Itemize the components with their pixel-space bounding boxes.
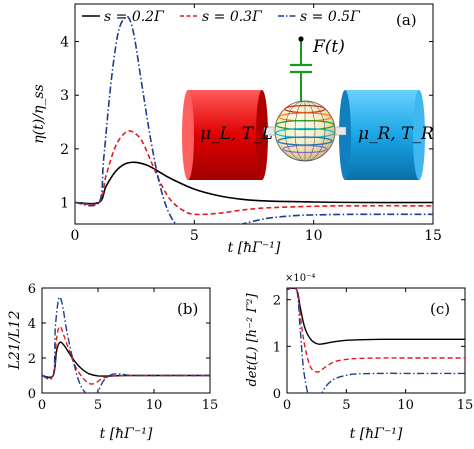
right-contact	[333, 126, 347, 136]
panel-b-label: (b)	[177, 300, 198, 318]
transport-setup-inset: μ_L, T_L μ_R, T_R F(t)	[182, 36, 434, 180]
x-tick-label: 15	[202, 398, 219, 413]
legend-label-s03: s = 0.3Γ	[202, 9, 263, 25]
panel-a-frame	[74, 3, 434, 225]
panel-b-ylabel: L21/L12	[7, 310, 23, 370]
panel-a-label: (a)	[396, 11, 417, 29]
y-tick-label: 1	[273, 340, 281, 355]
panel-c-label: (c)	[430, 300, 450, 318]
x-tick-label: 10	[305, 228, 323, 244]
x-tick-label: 10	[397, 398, 414, 413]
y-tick-label: 2	[60, 142, 69, 158]
drive-label: F(t)	[312, 37, 345, 57]
x-tick-label: 5	[190, 228, 199, 244]
legend: s = 0.2Γ s = 0.3Γ s = 0.5Γ	[82, 9, 361, 25]
legend-label-s05: s = 0.5Γ	[300, 9, 361, 25]
y-tick-label: 2	[273, 294, 281, 309]
panel-a-ylabel: η(t)/η_ss	[31, 84, 47, 143]
panel-c-frame	[286, 287, 466, 394]
legend-label-s02: s = 0.2Γ	[104, 9, 165, 25]
right-reservoir-label: μ_R, T_R	[358, 124, 434, 144]
panel-a: 0 5 10 15 1 2 3 4	[31, 3, 442, 256]
x-tick-label: 0	[71, 228, 80, 244]
y-tick-label: 3	[60, 88, 69, 104]
y-tick-label: 4	[60, 35, 69, 51]
y-tick-label: 0	[273, 387, 281, 402]
y-tick-label: 0	[28, 387, 36, 402]
panel-a-series	[75, 15, 433, 224]
series-line-3	[42, 296, 210, 393]
panel-a-xlabel: t [ħΓ⁻¹]	[228, 240, 281, 256]
panel-c-series	[287, 288, 465, 393]
x-tick-label: 15	[424, 228, 442, 244]
series-line-2	[42, 325, 210, 385]
panel-c-exponent: ×10⁻⁴	[285, 273, 315, 284]
x-tick-label: 5	[342, 398, 350, 413]
gate-capacitor	[290, 36, 312, 101]
left-reservoir	[182, 90, 268, 180]
series-line-3	[75, 15, 433, 224]
series-line-1	[75, 161, 433, 205]
y-tick-label: 2	[28, 352, 36, 367]
panel-c-xlabel: t [ħΓ⁻¹]	[350, 426, 403, 442]
panel-c-ylabel: det(L) [h⁻² Γ²]	[245, 293, 260, 387]
left-reservoir-label: μ_L, T_L	[200, 124, 273, 144]
panel-b: 0 5 10 15 0 2 4 6 (b) t [ħΓ⁻¹] L21/L12	[7, 282, 218, 442]
quantum-dot-sphere	[274, 100, 336, 162]
x-tick-label: 15	[457, 398, 474, 413]
series-line-2	[287, 288, 465, 373]
y-tick-label: 4	[28, 317, 36, 332]
x-tick-label: 0	[38, 398, 46, 413]
y-tick-label: 6	[28, 282, 36, 297]
series-line-1	[42, 341, 210, 379]
series-line-3	[287, 288, 465, 393]
panel-b-xlabel: t [ħΓ⁻¹]	[100, 426, 153, 442]
panel-c-ticks: 0 5 10 15 0 1 2	[273, 288, 474, 413]
panel-a-ticks: 0 5 10 15 1 2 3 4	[60, 4, 442, 244]
series-line-2	[75, 130, 433, 216]
drive-terminal-dot	[298, 36, 304, 42]
panel-b-frame	[41, 287, 211, 394]
right-reservoir	[339, 90, 425, 180]
x-tick-label: 5	[94, 398, 102, 413]
panel-b-series	[42, 296, 210, 393]
panel-c: 0 5 10 15 0 1 2 ×10⁻⁴ (c) t [ħΓ⁻¹] det(L) [h⁻²…	[245, 273, 473, 442]
y-tick-label: 1	[60, 196, 69, 212]
x-tick-label: 0	[283, 398, 291, 413]
series-line-1	[287, 288, 465, 345]
panel-b-ticks: 0 5 10 15 0 2 4 6	[28, 282, 219, 413]
x-tick-label: 10	[146, 398, 163, 413]
